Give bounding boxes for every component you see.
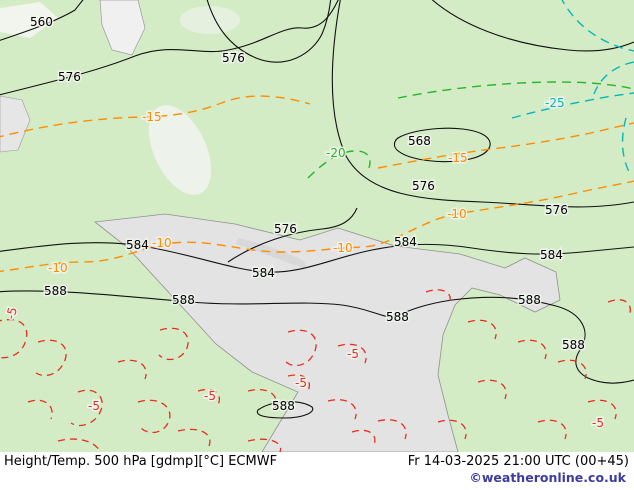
mediterranean-sea — [0, 95, 31, 153]
footer-bar: Height/Temp. 500 hPa [gdmp][°C] ECMWF Fr… — [0, 452, 634, 490]
height-contours-path — [0, 242, 634, 273]
temp-contours-red-path — [351, 429, 376, 446]
height-contours-path — [0, 0, 339, 96]
temp-contours-red-path — [247, 389, 277, 409]
black-sea — [0, 2, 58, 38]
temp-contours-red-path — [437, 419, 467, 440]
temp-contours-orange — [0, 95, 634, 273]
contour-label: 588 — [518, 293, 541, 307]
contour-label: -5 — [347, 347, 359, 361]
temp-contours-red-path — [0, 318, 28, 359]
contour-label: 576 — [222, 51, 245, 65]
temp-contours-green-path — [397, 81, 634, 99]
contour-label: 588 — [272, 399, 295, 413]
contour-label: -5 — [88, 399, 100, 413]
contour-label: 588 — [172, 293, 195, 307]
temp-contours-red-path — [327, 399, 357, 420]
contour-label: -10 — [447, 207, 467, 221]
temp-contours-cyan — [511, 0, 634, 175]
temp-contours-red-path — [70, 389, 103, 427]
mountain-highlight — [148, 105, 212, 195]
temp-contours-red-path — [477, 379, 507, 400]
contour-label: -5 — [295, 376, 307, 390]
height-contours-path — [0, 290, 634, 384]
footer-line: Height/Temp. 500 hPa [gdmp][°C] ECMWF Fr… — [0, 452, 634, 469]
height-contours-path — [227, 207, 358, 263]
contour-label: 576 — [412, 179, 435, 193]
temp-contours-orange-path — [0, 180, 634, 273]
contour-label: 568 — [408, 134, 431, 148]
temp-contours-red — [0, 289, 631, 452]
temp-contours-red-path — [425, 289, 451, 304]
weather-map-svg: 560 576 576 568 576 576 576 584 584 584 584 588 588 5… — [0, 0, 634, 452]
height-contours-path — [256, 401, 314, 419]
sea-region — [93, 213, 561, 452]
contour-label: 560 — [30, 15, 53, 29]
contour-label: 588 — [44, 284, 67, 298]
contour-label: -5 — [592, 416, 604, 430]
steppe-highlight — [180, 6, 240, 34]
contour-label: 588 — [562, 338, 585, 352]
map-datetime: Fr 14-03-2025 21:00 UTC (00+45) — [407, 454, 629, 469]
height-contours-path — [206, 0, 332, 63]
height-contours-path — [393, 127, 491, 163]
temp-contours-cyan-path — [561, 0, 634, 52]
temp-contours-cyan-path — [621, 117, 631, 175]
temp-contours-red-path — [247, 438, 282, 452]
temp-contours-red-path — [287, 374, 310, 392]
contour-label: -15 — [142, 110, 162, 124]
contour-label: -20 — [326, 146, 346, 160]
temp-contours-red-path — [27, 399, 53, 420]
contour-label: 588 — [386, 310, 409, 324]
copyright-line: ©weatheronline.co.uk — [0, 469, 634, 485]
temp-contours-red-path — [337, 343, 367, 364]
temp-contours-green — [307, 81, 634, 179]
contour-label: 576 — [274, 222, 297, 236]
contour-label: -15 — [448, 151, 468, 165]
temp-contours-red-path — [607, 299, 631, 314]
contour-label: 584 — [126, 238, 149, 252]
contour-label: -10 — [333, 241, 353, 255]
temp-contours-cyan-path — [593, 61, 634, 95]
contour-label: -5 — [204, 389, 216, 403]
copyright-link[interactable]: ©weatheronline.co.uk — [469, 470, 626, 485]
height-contours-path — [0, 0, 84, 41]
temp-contours-red-path — [197, 388, 220, 406]
contour-label: 584 — [394, 235, 417, 249]
contour-label: 576 — [58, 70, 81, 84]
temp-contours-red-path — [57, 438, 101, 452]
contour-label: 584 — [540, 248, 563, 262]
temp-contours-red-path — [537, 419, 567, 440]
basemap-layer — [0, 0, 634, 452]
temp-contours-red-path — [177, 428, 211, 447]
temp-contours-red-path — [587, 399, 617, 420]
temp-contours-red-path — [377, 419, 407, 440]
caspian-sea — [99, 0, 146, 56]
temp-contours-red-path — [117, 359, 147, 380]
contour-label: 576 — [545, 203, 568, 217]
temp-contours-green-path — [307, 150, 371, 179]
contour-label: 584 — [252, 266, 275, 280]
height-contours-path — [331, 0, 634, 208]
map-area: 560 576 576 568 576 576 576 584 584 584 584 588 588 5… — [0, 0, 634, 452]
contour-label: -10 — [48, 261, 68, 275]
temp-contours-red-path — [158, 327, 189, 361]
temp-contours-red-path — [137, 399, 171, 434]
persian-gulf — [236, 238, 306, 268]
height-contours — [0, 0, 634, 419]
contour-label-layer: 560 576 576 568 576 576 576 584 584 584 584 588 588 5… — [2, 14, 606, 432]
temp-contours-orange-path — [377, 122, 634, 169]
contour-label: -10 — [152, 236, 172, 250]
temp-contours-red-path — [467, 319, 497, 340]
temp-contours-red-path — [517, 339, 547, 360]
contour-label: -25 — [545, 96, 565, 110]
height-contours-path — [431, 0, 634, 52]
temp-contours-orange-path — [0, 95, 311, 138]
temp-contours-red-path — [284, 329, 317, 367]
contour-label: -5 — [3, 306, 20, 321]
temp-contours-red-path — [35, 339, 67, 377]
map-title: Height/Temp. 500 hPa [gdmp][°C] ECMWF — [4, 454, 278, 469]
temp-contours-red-path — [557, 359, 587, 380]
